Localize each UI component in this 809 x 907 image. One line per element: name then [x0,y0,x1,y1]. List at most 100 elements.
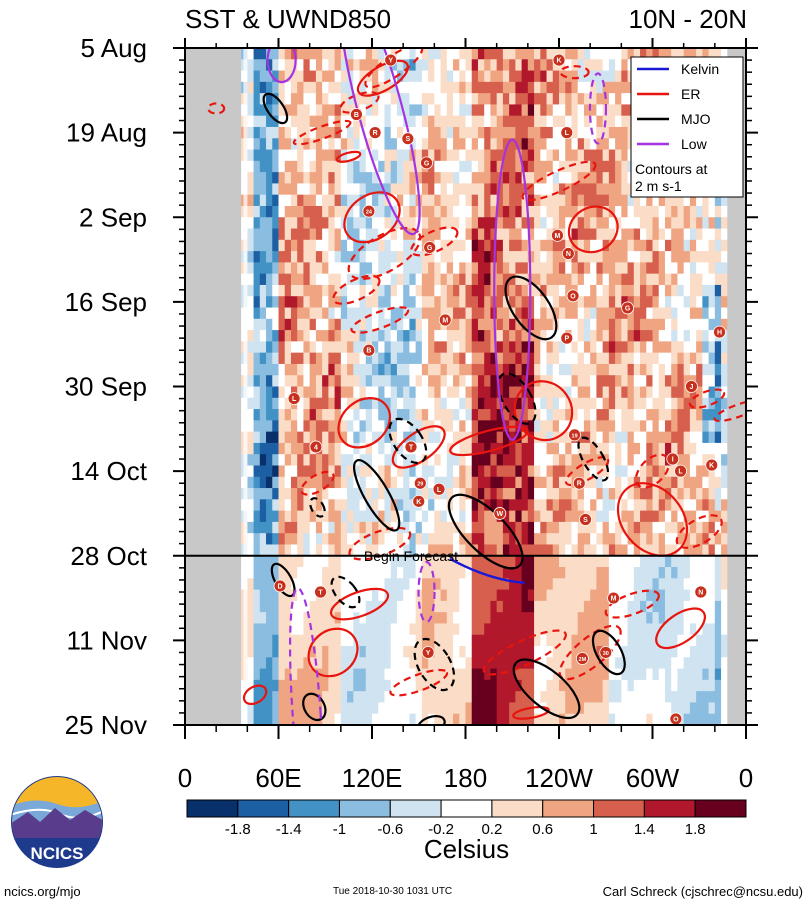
heatmap-cell [197,533,205,546]
heatmap-cell [253,510,261,523]
heatmap-cell [421,352,429,365]
heatmap-cell [521,318,529,331]
heatmap-cell [521,93,529,106]
heatmap-cell [490,397,498,410]
heatmap-cell [664,409,672,421]
heatmap-cell [596,273,604,286]
heatmap-cell [297,59,305,72]
heatmap-cell [434,183,442,196]
heatmap-cell [222,442,230,455]
heatmap-cell [646,217,654,230]
heatmap-cell [559,341,566,354]
heatmap-cell [515,431,523,444]
heatmap-cell [559,363,566,376]
heatmap-cell [365,59,373,72]
heatmap-cell [502,454,510,467]
heatmap-cell [733,521,741,534]
heatmap-cell [415,251,423,263]
heatmap-cell [708,578,716,591]
heatmap-cell [259,363,267,376]
heatmap-cell [509,600,516,613]
heatmap-cell [546,476,554,489]
heatmap-cell [222,81,230,94]
heatmap-cell [509,499,516,512]
heatmap-cell [708,48,716,60]
heatmap-cell [347,363,354,376]
heatmap-cell [540,70,548,83]
heatmap-cell [222,284,230,297]
heatmap-cell [284,341,292,354]
heatmap-cell [384,668,392,681]
heatmap-cell [733,251,741,263]
heatmap-cell [671,341,679,354]
heatmap-cell [297,363,305,376]
heatmap-cell [421,623,429,636]
heatmap-cell [696,307,703,320]
heatmap-cell [571,397,579,410]
heatmap-cell [608,296,616,309]
heatmap-cell [234,589,242,602]
heatmap-cell [216,397,223,410]
heatmap-cell [527,476,535,489]
heatmap-cell [527,612,535,625]
heatmap-cell [384,454,392,467]
heatmap-cell [546,183,554,196]
heatmap-cell [197,375,205,388]
heatmap-cell [234,567,242,579]
heatmap-cell [322,375,329,388]
heatmap-cell [633,578,641,591]
heatmap-cell [559,623,566,636]
heatmap-cell [727,386,735,399]
heatmap-cell [608,442,616,455]
heatmap-cell [396,420,404,433]
heatmap-cell [247,578,255,591]
heatmap-cell [509,59,516,72]
heatmap-cell [322,420,329,433]
heatmap-cell [527,160,535,173]
heatmap-cell [658,341,666,354]
heatmap-cell [365,646,373,658]
heatmap-cell [434,623,442,636]
heatmap-cell [234,386,242,399]
heatmap-cell [278,172,286,184]
heatmap-cell [247,217,255,230]
heatmap-cell [683,375,691,388]
heatmap-cell [521,623,529,636]
heatmap-cell [459,149,467,162]
heatmap-cell [272,634,280,647]
heatmap-cell [440,465,448,478]
heatmap-cell [477,284,485,297]
heatmap-cell [521,465,529,478]
heatmap-cell [278,363,286,376]
heatmap-cell [608,409,616,421]
heatmap-cell [652,217,660,230]
heatmap-cell [540,431,548,444]
heatmap-cell [428,194,435,207]
heatmap-cell [284,420,292,433]
heatmap-cell [658,521,666,534]
heatmap-cell [496,431,504,444]
heatmap-cell [502,115,510,128]
heatmap-cell [253,262,261,275]
heatmap-cell [583,409,591,421]
heatmap-cell [565,205,573,218]
heatmap-cell [421,465,429,478]
heatmap-cell [197,160,205,173]
heatmap-cell [689,454,697,467]
heatmap-cell [353,81,361,94]
heatmap-cell [453,375,460,388]
heatmap-cell [203,488,211,500]
heatmap-cell [259,510,267,523]
heatmap-cell [185,70,192,83]
heatmap-cell [459,59,467,72]
heatmap-cell [340,307,348,320]
heatmap-cell [334,93,342,106]
heatmap-cell [421,612,429,625]
heatmap-cell [721,352,728,365]
heatmap-cell [733,296,741,309]
heatmap-cell [477,81,485,94]
heatmap-cell [322,476,329,489]
heatmap-cell [284,533,292,546]
heatmap-cell [652,657,660,670]
heatmap-cell [627,48,635,60]
